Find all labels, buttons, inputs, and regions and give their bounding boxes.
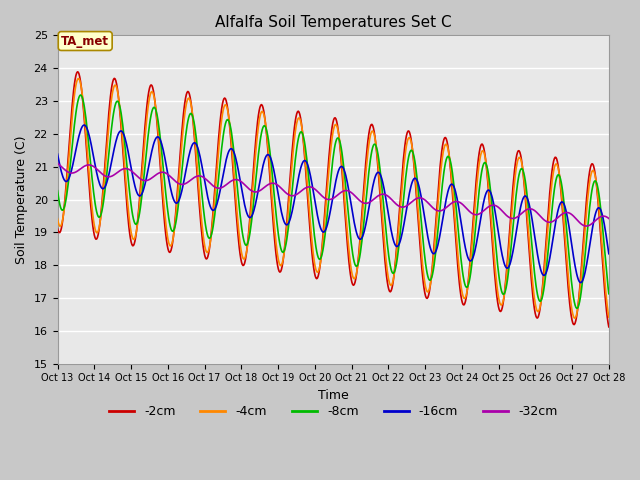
X-axis label: Time: Time [318, 389, 349, 402]
Title: Alfalfa Soil Temperatures Set C: Alfalfa Soil Temperatures Set C [215, 15, 451, 30]
Text: TA_met: TA_met [61, 35, 109, 48]
Legend: -2cm, -4cm, -8cm, -16cm, -32cm: -2cm, -4cm, -8cm, -16cm, -32cm [104, 400, 563, 423]
Y-axis label: Soil Temperature (C): Soil Temperature (C) [15, 135, 28, 264]
